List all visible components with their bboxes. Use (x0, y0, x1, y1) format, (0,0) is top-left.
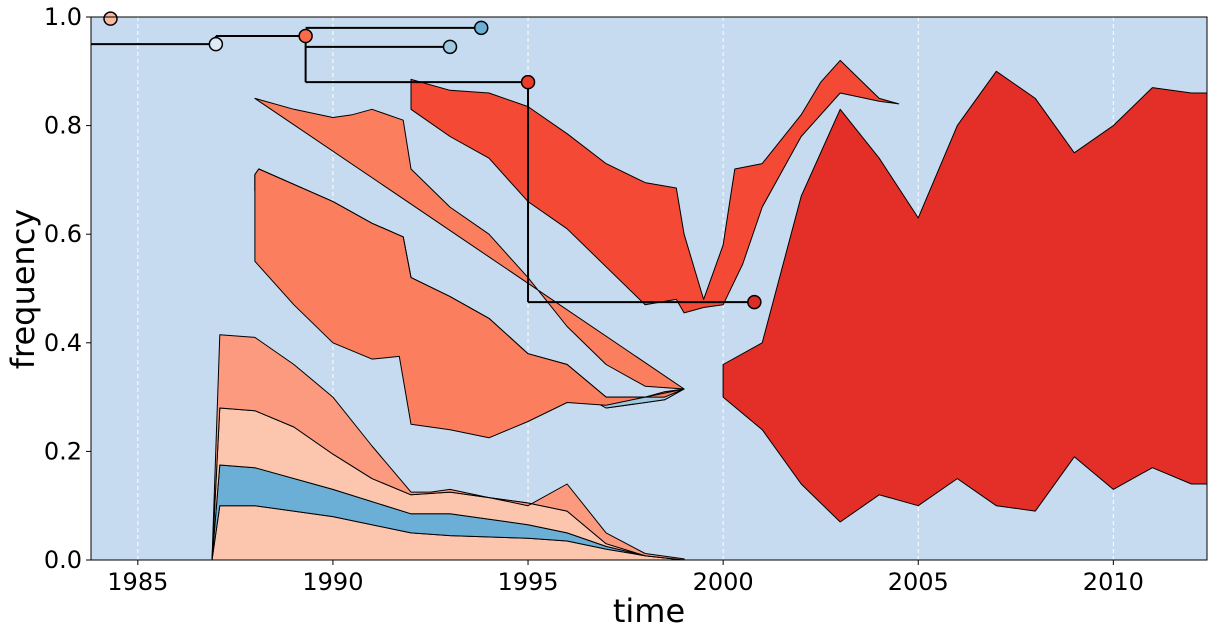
frequency-band-8 (722, 70, 1207, 523)
y-tick-label-1: 0.2 (44, 437, 82, 465)
y-axis-label: frequency (4, 209, 42, 370)
x-tick-label-3: 2000 (693, 568, 754, 596)
y-tick-label-4: 0.8 (44, 112, 82, 140)
x-tick-label-1: 1990 (302, 568, 363, 596)
frequency-band-6 (254, 97, 685, 439)
clade-markers (103, 11, 762, 310)
y-tick-label-5: 1.0 (44, 3, 82, 31)
clade-marker-5 (520, 74, 536, 90)
x-tick-label-2: 1995 (497, 568, 558, 596)
x-tick-label-0: 1985 (107, 568, 168, 596)
y-tick-label-2: 0.4 (44, 329, 82, 357)
x-axis-label: time (613, 592, 685, 630)
phylogenetic-tree (91, 26, 755, 304)
frequency-band-3 (211, 334, 685, 560)
x-axis-ticks: 1985 1990 1995 2000 2005 2010 (107, 560, 1144, 596)
y-tick-label-3: 0.6 (44, 220, 82, 248)
y-axis-ticks: 0.0 0.2 0.4 0.6 0.8 1.0 (44, 3, 91, 574)
clade-marker-1 (208, 36, 224, 52)
y-tick-label-0: 0.0 (44, 546, 82, 574)
clade-marker-6 (747, 294, 762, 310)
frequency-band-7 (410, 59, 900, 314)
x-tick-label-4: 2005 (888, 568, 949, 596)
clade-marker-4 (473, 20, 489, 36)
frequency-bands (211, 59, 1207, 560)
clade-marker-2 (298, 28, 313, 44)
plot-frame (90, 16, 1208, 561)
clade-marker-0 (103, 11, 118, 26)
clade-marker-3 (442, 39, 458, 55)
x-tick-label-5: 2010 (1083, 568, 1144, 596)
